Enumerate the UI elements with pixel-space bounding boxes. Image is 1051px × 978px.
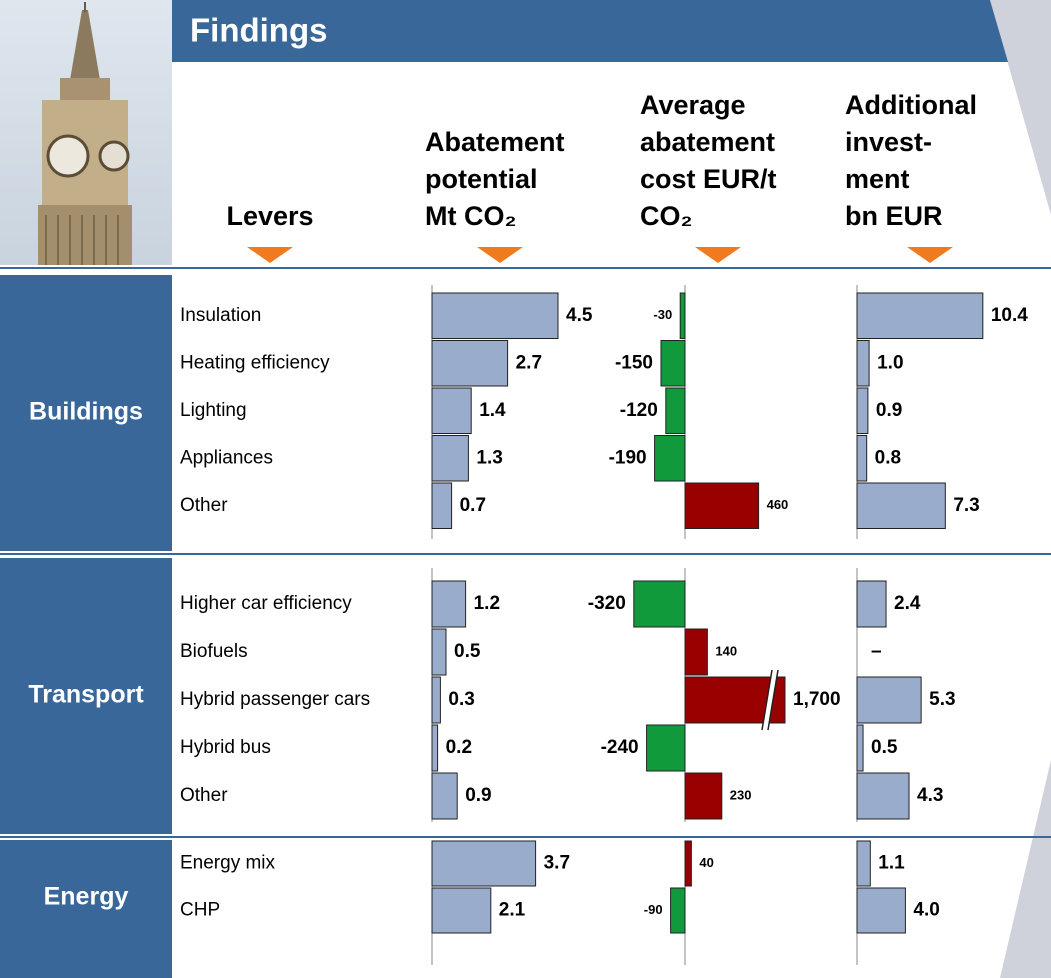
value-label: 460 xyxy=(767,497,789,512)
value-label: 230 xyxy=(730,787,752,802)
bar xyxy=(432,841,536,886)
lever-label: Other xyxy=(180,785,228,806)
bar xyxy=(655,436,685,482)
value-label: 1.4 xyxy=(479,400,506,421)
column-header: Levers xyxy=(200,198,340,235)
bar xyxy=(857,293,983,339)
value-label: 1,700 xyxy=(793,689,841,710)
value-label: -150 xyxy=(615,352,653,373)
value-label: -30 xyxy=(653,307,672,322)
bar xyxy=(671,888,685,933)
bar xyxy=(857,773,909,819)
bar xyxy=(685,629,707,675)
lever-label: Biofuels xyxy=(180,641,248,662)
column-header: Average abatement cost EUR/t CO₂ xyxy=(640,87,777,235)
bar xyxy=(432,581,466,627)
value-label: 0.9 xyxy=(876,400,902,421)
lever-label: Hybrid passenger cars xyxy=(180,689,370,710)
value-label: 7.3 xyxy=(953,495,979,516)
value-label: 140 xyxy=(715,643,737,658)
value-label: 0.3 xyxy=(448,689,474,710)
value-label: 4.3 xyxy=(917,785,943,806)
value-label: 2.7 xyxy=(516,352,542,373)
value-label: – xyxy=(871,641,882,662)
photo xyxy=(0,0,172,265)
bar xyxy=(432,293,558,339)
bar xyxy=(647,725,685,771)
section-label: Energy xyxy=(44,883,129,911)
arrow xyxy=(695,247,741,263)
value-label: 10.4 xyxy=(991,305,1028,326)
bar xyxy=(857,888,905,933)
lever-label: CHP xyxy=(180,900,220,921)
value-label: 0.5 xyxy=(871,737,898,758)
value-label: 0.7 xyxy=(460,495,486,516)
bar xyxy=(857,388,868,434)
bar xyxy=(432,773,457,819)
page-title: Findings xyxy=(190,12,327,49)
bar xyxy=(685,483,759,529)
bar xyxy=(432,483,452,529)
value-label: 4.5 xyxy=(566,305,593,326)
bar xyxy=(857,483,945,529)
bar xyxy=(857,341,869,387)
lever-label: Lighting xyxy=(180,400,247,421)
value-label: 0.5 xyxy=(454,641,481,662)
lever-label: Other xyxy=(180,495,228,516)
column-header: Abatement potential Mt CO₂ xyxy=(425,124,565,235)
arrow xyxy=(477,247,523,263)
bar xyxy=(634,581,685,627)
value-label: 0.2 xyxy=(446,737,472,758)
decor xyxy=(1000,760,1051,978)
value-label: -320 xyxy=(588,593,626,614)
value-label: 5.3 xyxy=(929,689,955,710)
bar xyxy=(432,725,438,771)
bar xyxy=(857,677,921,723)
arrow xyxy=(247,247,293,263)
bar xyxy=(432,677,440,723)
value-label: 3.7 xyxy=(544,853,570,874)
value-label: 0.8 xyxy=(875,447,901,468)
value-label: 1.3 xyxy=(476,447,502,468)
bar xyxy=(432,629,446,675)
bar xyxy=(666,388,685,434)
bar xyxy=(685,841,691,886)
bar xyxy=(661,341,685,387)
lever-label: Energy mix xyxy=(180,853,276,874)
lever-label: Hybrid bus xyxy=(180,737,271,758)
bar xyxy=(857,725,863,771)
page: Findings Buildings Insulation Heating effi… xyxy=(0,0,1051,978)
bar xyxy=(857,841,870,886)
section-label: Transport xyxy=(28,681,144,709)
value-label: 0.9 xyxy=(465,785,491,806)
value-label: -240 xyxy=(601,737,639,758)
lever-label: Heating efficiency xyxy=(180,352,330,373)
value-label: 1.2 xyxy=(474,593,500,614)
bar xyxy=(857,436,867,482)
bar xyxy=(432,388,471,434)
value-label: -190 xyxy=(609,447,647,468)
lever-label: Higher car efficiency xyxy=(180,593,352,614)
value-label: -90 xyxy=(644,902,663,917)
bar xyxy=(432,341,508,387)
value-label: 2.1 xyxy=(499,900,526,921)
column-header: Additional invest- ment bn EUR xyxy=(845,87,977,235)
value-label: 40 xyxy=(699,855,713,870)
bar xyxy=(432,436,468,482)
value-label: 2.4 xyxy=(894,593,921,614)
section-label: Buildings xyxy=(29,398,143,426)
bar xyxy=(680,293,685,339)
value-label: -120 xyxy=(620,400,658,421)
value-label: 4.0 xyxy=(913,900,939,921)
lever-label: Insulation xyxy=(180,305,261,326)
bar xyxy=(685,773,722,819)
value-label: 1.0 xyxy=(877,352,903,373)
bar xyxy=(857,581,886,627)
lever-label: Appliances xyxy=(180,447,273,468)
arrow xyxy=(907,247,953,263)
bar xyxy=(432,888,491,933)
value-label: 1.1 xyxy=(878,853,905,874)
